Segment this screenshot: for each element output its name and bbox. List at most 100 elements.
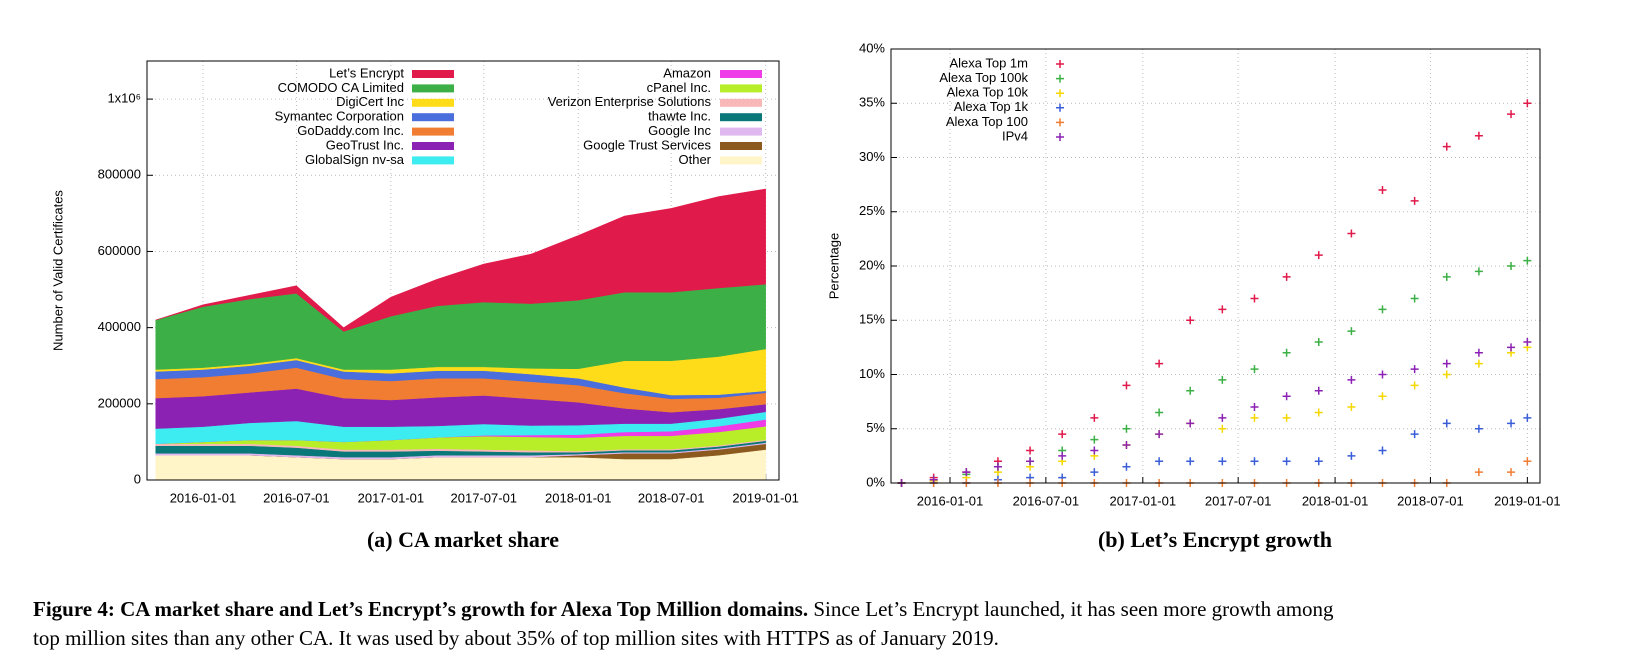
legend-label: Alexa Top 100k	[939, 70, 1028, 85]
legend-swatch	[720, 142, 762, 150]
y-tick-label: 400000	[98, 319, 141, 334]
point	[1410, 365, 1419, 374]
caption-text: Since Let’s Encrypt launched, it has see…	[813, 597, 1334, 621]
x-tick-label: 2016-07-01	[1013, 493, 1080, 508]
point	[1410, 294, 1419, 303]
legend-swatch	[412, 113, 454, 122]
point	[962, 468, 971, 477]
legend-label: Google Trust Services	[583, 137, 711, 152]
chart-title: (a) CA market share	[367, 527, 559, 552]
point	[1218, 413, 1227, 422]
point	[1523, 337, 1532, 346]
y-tick-label: 0%	[866, 474, 885, 489]
point	[1314, 457, 1323, 466]
point	[1314, 251, 1323, 260]
point	[1250, 365, 1259, 374]
point	[1378, 446, 1387, 455]
y-tick-label: 1x10⁶	[107, 91, 141, 106]
point	[1378, 370, 1387, 379]
x-tick-label: 2018-01-01	[1302, 493, 1369, 508]
legend-swatch	[720, 98, 762, 107]
plot-area	[897, 99, 1532, 487]
point	[1155, 430, 1164, 439]
point	[1090, 446, 1099, 455]
y-tick-label: 25%	[859, 203, 885, 218]
point	[1474, 267, 1483, 276]
y-tick-label: 15%	[859, 312, 885, 327]
legend-label: Verizon Enterprise Solutions	[548, 94, 712, 109]
x-tick-label: 2018-07-01	[1397, 493, 1464, 508]
point	[1378, 392, 1387, 401]
point	[1442, 419, 1451, 428]
point	[1314, 386, 1323, 395]
point	[1282, 457, 1291, 466]
legend-marker	[1056, 60, 1064, 68]
legend-label: DigiCert Inc	[336, 94, 404, 109]
point	[1474, 424, 1483, 433]
legend-swatch	[720, 127, 762, 136]
point	[1410, 196, 1419, 205]
point	[929, 475, 938, 484]
caption-text: top million sites than any other CA. It …	[33, 626, 999, 650]
legend-label: GeoTrust Inc.	[326, 137, 404, 152]
legend-label: cPanel Inc.	[647, 80, 711, 95]
y-tick-label: 5%	[866, 420, 885, 435]
point	[1250, 403, 1259, 412]
point	[1347, 375, 1356, 384]
point	[1523, 457, 1532, 466]
chart-title: (b) Let’s Encrypt growth	[1098, 527, 1332, 552]
point	[1026, 446, 1035, 455]
legend-marker	[1056, 89, 1064, 98]
point	[1186, 457, 1195, 466]
point	[1523, 256, 1532, 265]
legend-label: Symantec Corporation	[275, 109, 404, 124]
point	[1090, 435, 1099, 444]
point	[1507, 468, 1516, 477]
point	[1122, 462, 1131, 471]
legend-label: Amazon	[663, 65, 711, 80]
caption-bold: Figure 4: CA market share and Let’s Encr…	[33, 597, 808, 621]
y-axis-label: Number of Valid Certificates	[50, 190, 65, 351]
point	[1347, 229, 1356, 238]
legend-label: Let’s Encrypt	[329, 65, 404, 80]
plot-frame	[146, 60, 780, 481]
point	[1155, 457, 1164, 466]
point	[1442, 272, 1451, 281]
y-axis-label: Percentage	[826, 233, 841, 300]
legend-label: Other	[678, 152, 711, 167]
legend-marker	[1056, 103, 1064, 112]
point	[1186, 386, 1195, 395]
point	[1410, 430, 1419, 439]
x-tick-label: 2017-07-01	[451, 490, 518, 505]
point	[1186, 316, 1195, 325]
caption-line: Figure 4: CA market share and Let’s Encr…	[33, 597, 1334, 621]
point	[1250, 294, 1259, 303]
point	[1474, 348, 1483, 357]
y-tick-label: 800000	[98, 167, 141, 182]
point	[1155, 408, 1164, 417]
point	[1523, 413, 1532, 422]
point	[1282, 272, 1291, 281]
point	[1442, 142, 1451, 151]
y-tick-label: 30%	[859, 149, 885, 164]
point	[1122, 424, 1131, 433]
point	[1282, 413, 1291, 422]
point	[1523, 99, 1532, 108]
y-tick-label: 40%	[859, 40, 885, 55]
legend-swatch	[412, 156, 454, 165]
point	[1442, 370, 1451, 379]
point	[1250, 457, 1259, 466]
y-tick-label: 35%	[859, 95, 885, 110]
plot-area	[155, 188, 766, 481]
legend-swatch	[720, 156, 762, 165]
point	[1474, 468, 1483, 477]
point	[1058, 451, 1067, 460]
legend-label: IPv4	[1002, 128, 1028, 143]
point	[1474, 359, 1483, 368]
point	[1090, 413, 1099, 422]
legend-marker	[1056, 133, 1064, 141]
point	[993, 462, 1002, 471]
legend-label: Google Inc	[648, 123, 711, 138]
x-tick-label: 2019-01-01	[1494, 493, 1561, 508]
point	[1058, 430, 1067, 439]
